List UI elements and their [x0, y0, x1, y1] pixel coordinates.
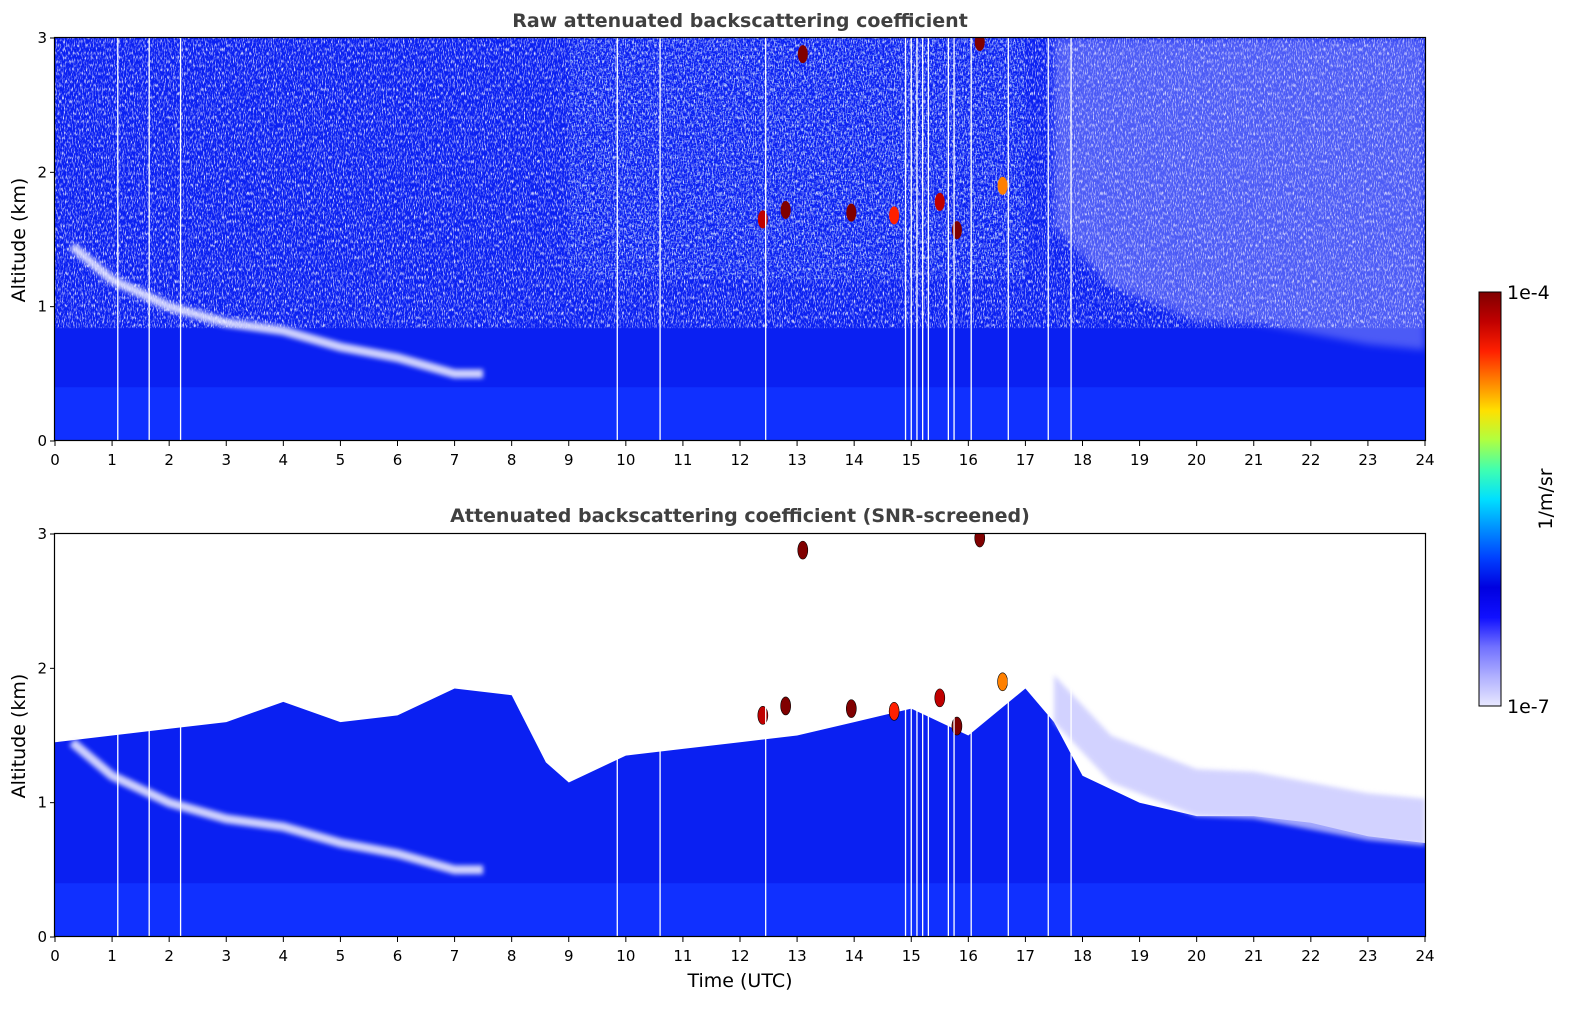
y-tick-label: 1 [37, 794, 47, 812]
x-tick-label: 3 [221, 451, 231, 469]
cloud-mark [974, 534, 986, 548]
x-tick-label: 20 [1187, 947, 1206, 965]
panel-raw: Raw attenuated backscattering coefficien… [8, 10, 1435, 469]
x-tick-label: 18 [1073, 947, 1092, 965]
x-tick-label: 17 [1016, 451, 1035, 469]
y-tick-label: 0 [37, 432, 47, 450]
screened-near-surface-band [55, 883, 1425, 937]
x-tick-label: 14 [845, 451, 864, 469]
colorbar-min-label: 1e-7 [1507, 696, 1550, 718]
panel-raw-axes: 0 1 2 3 4 5 6 7 8 9 10 11 12 13 14 15 16 17 18 19 20 21 22 23 24… [37, 29, 1434, 469]
cloud-mark [780, 696, 791, 716]
x-tick-label: 10 [616, 451, 635, 469]
x-tick-label: 5 [336, 451, 346, 469]
x-tick-label: 21 [1244, 947, 1263, 965]
x-tick-label: 19 [1130, 451, 1149, 469]
x-tick-label: 22 [1301, 451, 1320, 469]
x-tick-label: 15 [902, 451, 921, 469]
panel-screened-axes: 0 1 2 3 4 5 6 7 8 9 10 11 12 13 14 15 16 17 18 19 20 21 22 23 24… [37, 525, 1434, 965]
panel-screened-heatmap [55, 534, 1425, 937]
raw-midday-noise [568, 38, 1026, 280]
cloud-mark [997, 672, 1008, 692]
x-tick-label: 0 [50, 451, 60, 469]
panel-screened-frame [53, 532, 1427, 938]
cloud-mark [846, 699, 857, 718]
cloud-mark [889, 206, 900, 225]
x-tick-label: 8 [507, 451, 517, 469]
cloud-mark [797, 540, 809, 560]
panel-screened-title: Attenuated backscattering coefficient (S… [450, 505, 1030, 527]
panel-raw-frame [53, 36, 1427, 442]
colorbar-max-label: 1e-4 [1507, 282, 1550, 304]
x-tick-label: 9 [564, 451, 574, 469]
cloud-mark [974, 38, 985, 52]
x-tick-label: 24 [1415, 451, 1434, 469]
x-tick-label: 2 [164, 947, 174, 965]
y-tick-label: 2 [37, 659, 47, 677]
y-tick-label: 0 [37, 928, 47, 946]
x-tick-label: 14 [845, 947, 864, 965]
x-tick-label: 13 [788, 947, 807, 965]
panel-raw-heatmap [55, 38, 1425, 441]
cloud-mark [888, 702, 900, 721]
x-tick-label: 21 [1244, 451, 1263, 469]
x-tick-label: 11 [673, 947, 692, 965]
colorbar-unit-label: 1/m/sr [1535, 468, 1557, 529]
screened-signal-region [55, 688, 1425, 937]
x-tick-label: 16 [959, 947, 978, 965]
x-tick-label: 11 [673, 451, 692, 469]
residual-layer-haze [1054, 38, 1425, 350]
x-tick-label: 23 [1358, 451, 1377, 469]
x-tick-label: 1 [107, 451, 117, 469]
x-tick-label: 3 [221, 947, 231, 965]
x-tick-label: 12 [730, 947, 749, 965]
panel-raw-title: Raw attenuated backscattering coefficien… [512, 10, 968, 32]
x-tick-label: 16 [959, 451, 978, 469]
x-tick-label: 4 [279, 947, 289, 965]
x-tick-label: 20 [1187, 451, 1206, 469]
residual-layer-haze [1054, 675, 1425, 846]
x-tick-label: 23 [1358, 947, 1377, 965]
cloud-mark [934, 192, 945, 211]
y-tick-label: 1 [37, 298, 47, 316]
x-tick-label: 4 [279, 451, 289, 469]
x-tick-label: 6 [393, 451, 403, 469]
cloud-mark [934, 688, 946, 708]
colorbar: 1e-4 1e-7 1/m/sr [1478, 282, 1557, 718]
y-tick-label: 2 [37, 163, 47, 181]
x-tick-label: 18 [1073, 451, 1092, 469]
panel-screened: Attenuated backscattering coefficient (S… [8, 505, 1435, 992]
y-tick-label: 3 [37, 525, 47, 543]
raw-near-surface-band [55, 387, 1425, 441]
cloud-mark [997, 176, 1008, 195]
colorbar-bar [1478, 291, 1502, 707]
x-tick-label: 15 [902, 947, 921, 965]
x-tick-label: 7 [450, 947, 460, 965]
cloud-mark [846, 203, 857, 222]
boundary-layer-top [69, 242, 484, 379]
x-tick-label: 0 [50, 947, 60, 965]
x-tick-label: 24 [1415, 947, 1434, 965]
x-tick-label: 9 [564, 947, 574, 965]
x-axis-label: Time (UTC) [686, 970, 792, 992]
cloud-mark [797, 45, 808, 64]
x-tick-label: 6 [393, 947, 403, 965]
x-tick-label: 10 [616, 947, 635, 965]
boundary-layer-top [69, 738, 484, 875]
x-tick-label: 17 [1016, 947, 1035, 965]
panel-raw-y-axis-label: Altitude (km) [8, 178, 30, 303]
x-tick-label: 13 [788, 451, 807, 469]
x-tick-label: 19 [1130, 947, 1149, 965]
x-tick-label: 8 [507, 947, 517, 965]
y-tick-label: 3 [37, 29, 47, 47]
x-tick-label: 2 [164, 451, 174, 469]
x-tick-label: 1 [107, 947, 117, 965]
x-tick-label: 12 [730, 451, 749, 469]
x-tick-label: 7 [450, 451, 460, 469]
x-tick-label: 5 [336, 947, 346, 965]
x-tick-label: 22 [1301, 947, 1320, 965]
panel-screened-y-axis-label: Altitude (km) [8, 674, 30, 799]
cloud-mark [780, 200, 791, 219]
